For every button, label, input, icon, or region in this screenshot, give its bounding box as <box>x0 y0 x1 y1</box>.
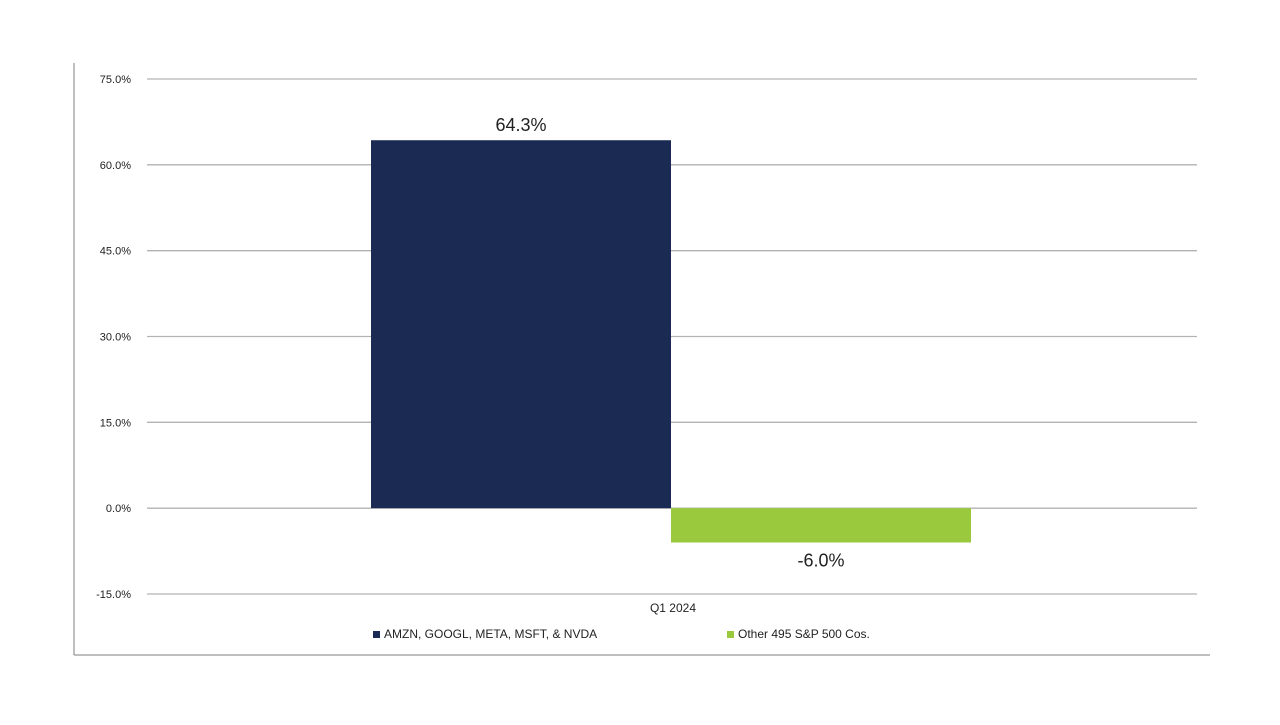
legend-label-series-2: Other 495 S&P 500 Cos. <box>738 627 870 641</box>
y-axis-tick-labels: -15.0% 0.0% 15.0% 30.0% 45.0% 60.0% 75.0% <box>96 74 131 601</box>
y-tick-label: 15.0% <box>100 417 131 429</box>
gridlines <box>147 78 1197 595</box>
bar-series-2 <box>671 508 971 543</box>
y-tick-label: 60.0% <box>100 160 131 172</box>
data-label-series-1: 64.3% <box>495 115 546 135</box>
data-label-series-2: -6.0% <box>797 551 844 571</box>
bars <box>371 140 971 543</box>
bar-series-1 <box>371 140 671 509</box>
legend-swatch-series-1 <box>373 631 380 638</box>
y-tick-label: -15.0% <box>96 589 131 601</box>
legend: AMZN, GOOGL, META, MSFT, & NVDA Other 49… <box>373 627 870 641</box>
y-tick-label: 30.0% <box>100 332 131 344</box>
x-axis-category-label: Q1 2024 <box>650 601 696 615</box>
legend-label-series-1: AMZN, GOOGL, META, MSFT, & NVDA <box>384 627 597 641</box>
legend-swatch-series-2 <box>727 631 734 638</box>
y-tick-label: 45.0% <box>100 246 131 258</box>
data-labels: 64.3% -6.0% <box>495 115 844 570</box>
y-tick-label: 75.0% <box>100 74 131 86</box>
y-tick-label: 0.0% <box>106 503 131 515</box>
